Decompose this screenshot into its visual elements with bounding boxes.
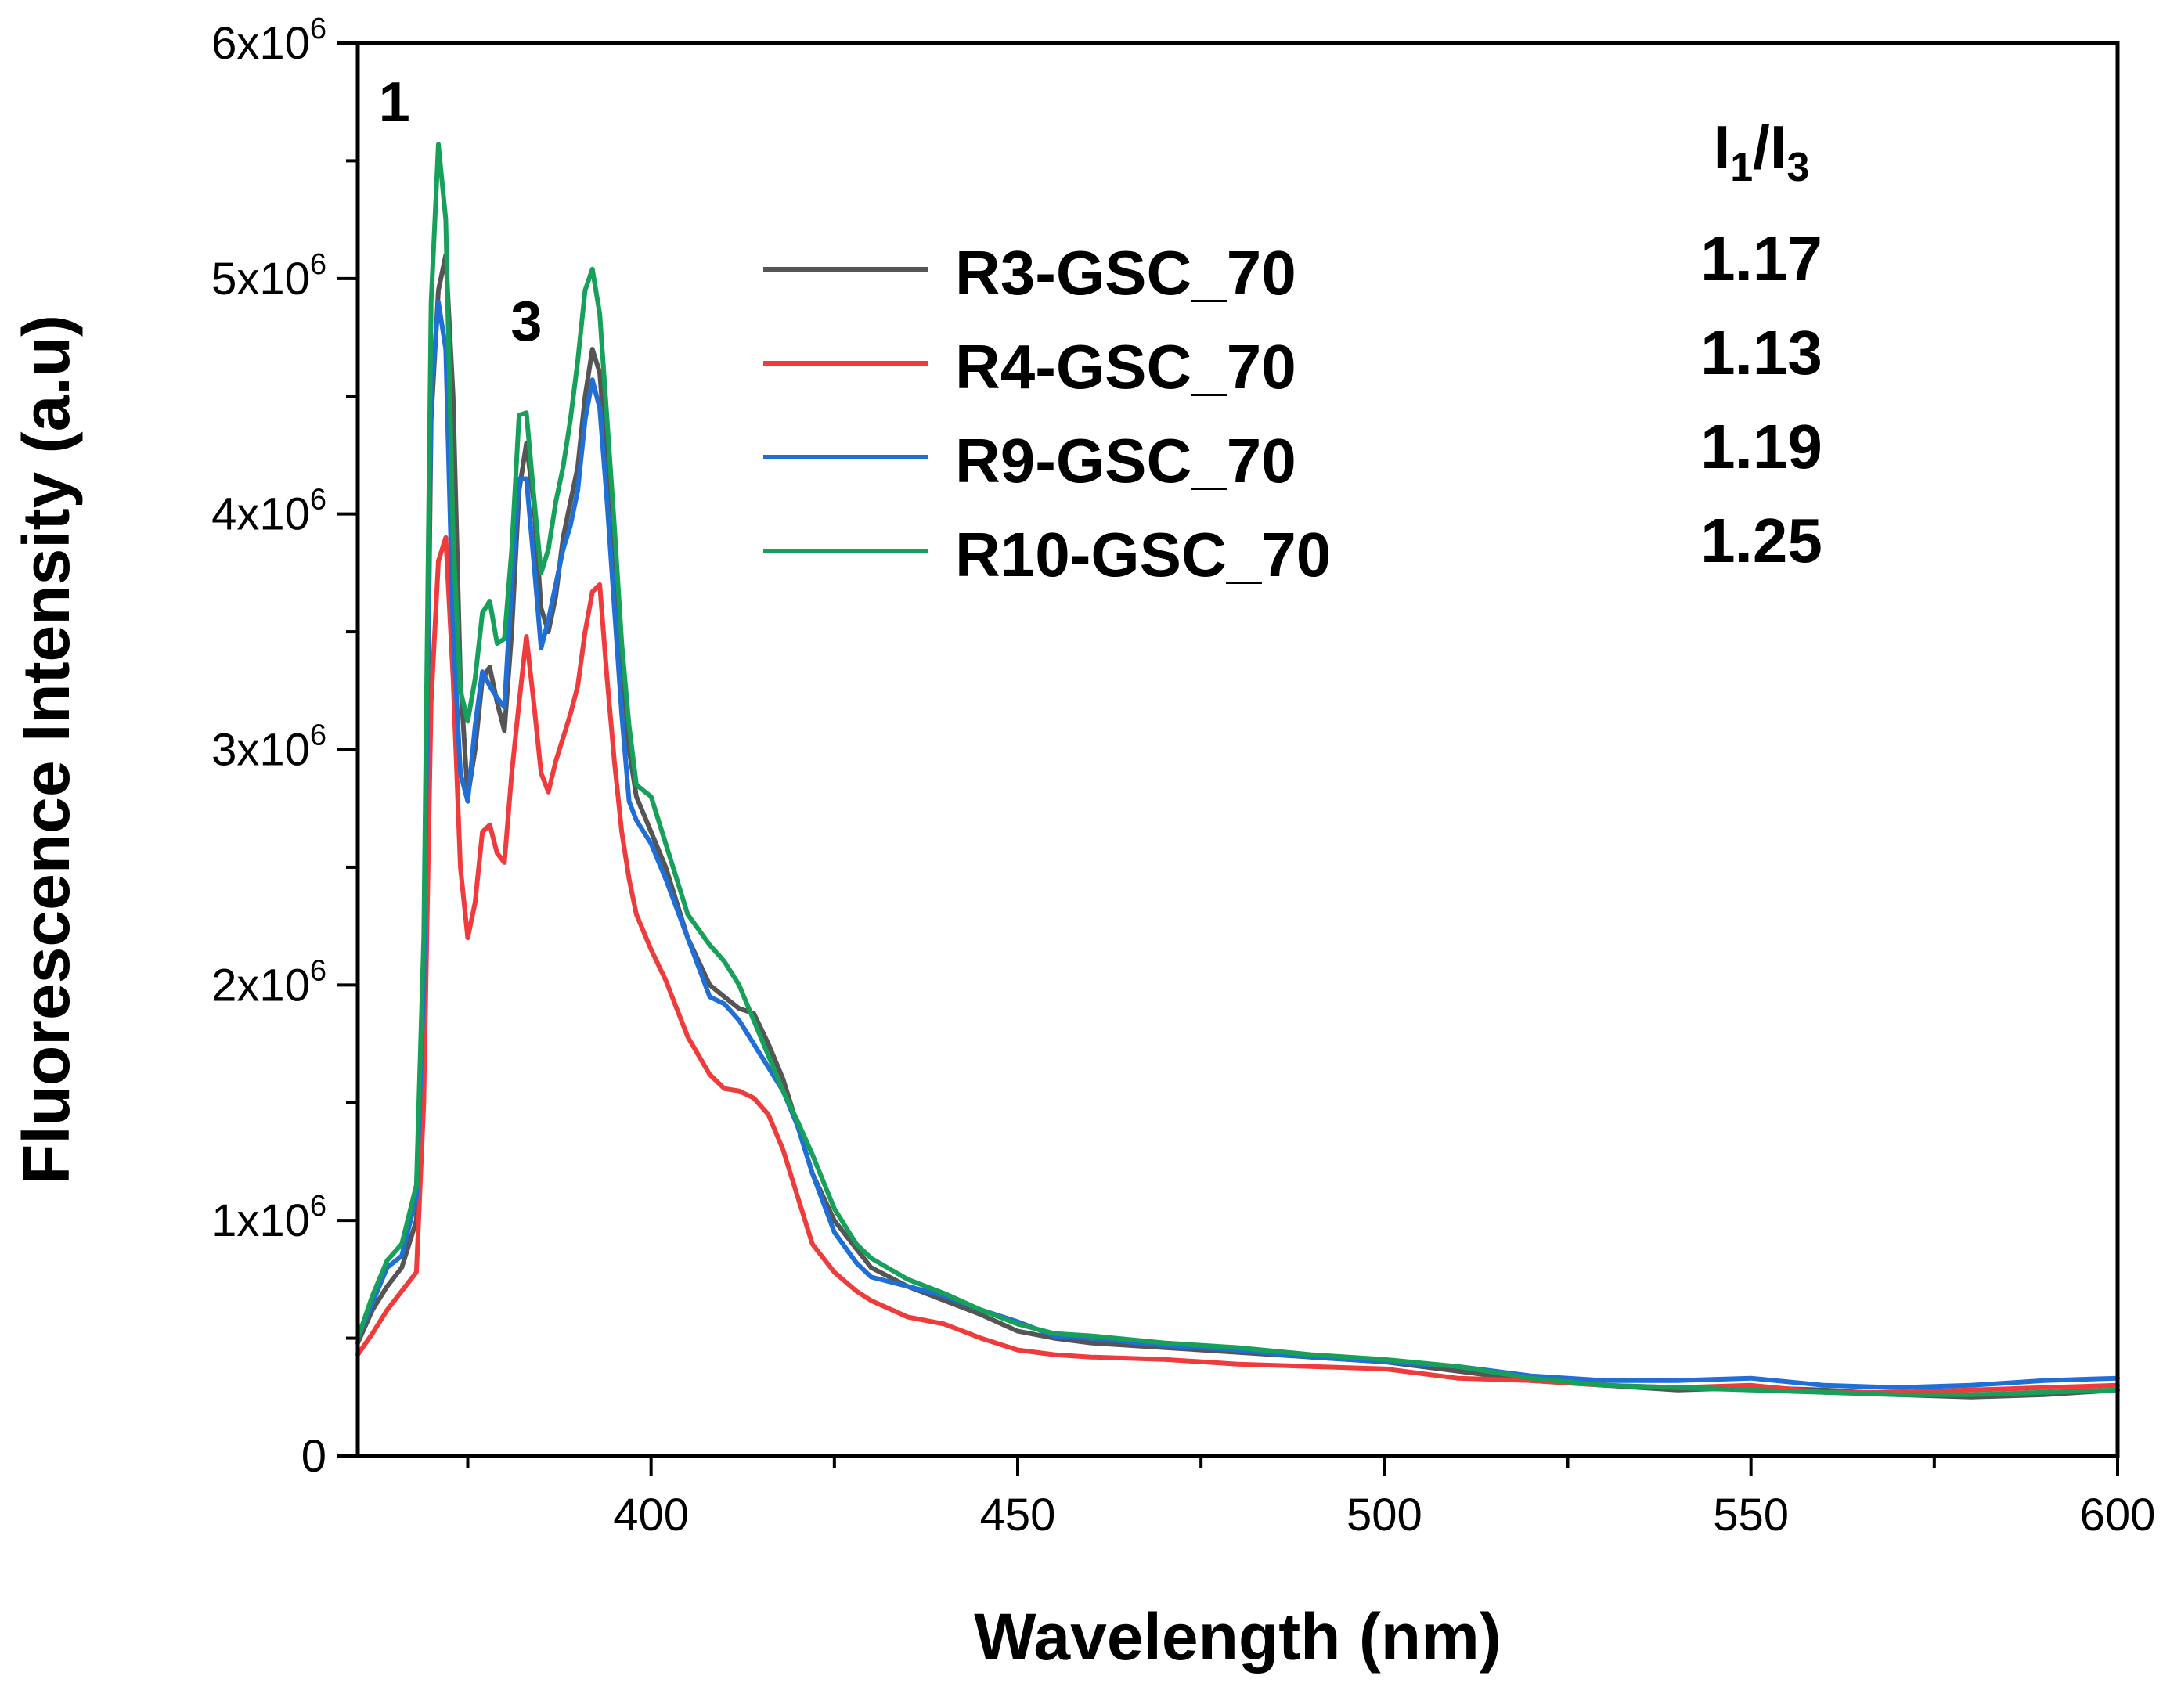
ratio-header: I1/I3: [1714, 113, 1810, 190]
ratio-header-i1: I: [1714, 113, 1731, 182]
peak-label: 1: [379, 71, 410, 134]
ratio-header-sub3: 3: [1787, 145, 1810, 190]
ratio-value: 1.13: [1700, 318, 1822, 387]
ratio-header-slash: /I: [1753, 113, 1786, 182]
y-tick-label: 3x106: [211, 719, 326, 776]
y-tick-label: 5x106: [211, 248, 326, 304]
y-axis-title: Fluorescence Intensity (a.u): [9, 315, 83, 1184]
peak-labels: 13: [379, 71, 543, 353]
ratio-value: 1.17: [1700, 224, 1822, 294]
series-line-r9-gsc_70: [355, 299, 2120, 1390]
x-axis-ticks: 400 450 500 550 600: [466, 1456, 2156, 1540]
y-tick-label: 0: [301, 1431, 326, 1482]
legend-label: R4-GSC_70: [955, 332, 1296, 402]
x-tick-label: 400: [613, 1490, 689, 1540]
legend: R3-GSC_70 1.17 R4-GSC_70 1.13 R9-GSC_70 1.19 R…: [763, 224, 1822, 589]
ratio-header-sub1: 1: [1730, 145, 1753, 190]
x-tick-label: 500: [1346, 1490, 1422, 1540]
series-line-r10-gsc_70: [355, 142, 2120, 1397]
y-axis-ticks: 0 1x106 2x106 3x106 4x106 5x106 6x106: [211, 13, 358, 1482]
y-tick-label: 1x106: [211, 1190, 326, 1246]
legend-label: R9-GSC_70: [955, 426, 1296, 495]
peak-label: 3: [510, 290, 542, 353]
y-tick-label: 2x106: [211, 954, 326, 1011]
legend-label: R3-GSC_70: [955, 238, 1296, 308]
x-tick-label: 550: [1713, 1490, 1789, 1540]
series-layer: [355, 142, 2120, 1400]
x-tick-label: 450: [980, 1490, 1056, 1540]
series-line-r4-gsc_70: [355, 535, 2120, 1395]
ratio-value: 1.19: [1700, 412, 1822, 481]
x-axis-title: Wavelength (nm): [974, 1600, 1501, 1674]
legend-label: R10-GSC_70: [955, 520, 1331, 589]
ratio-value: 1.25: [1700, 506, 1822, 575]
x-tick-label: 600: [2080, 1490, 2156, 1540]
y-tick-label: 4x106: [211, 484, 326, 540]
y-tick-label: 6x106: [211, 13, 326, 69]
